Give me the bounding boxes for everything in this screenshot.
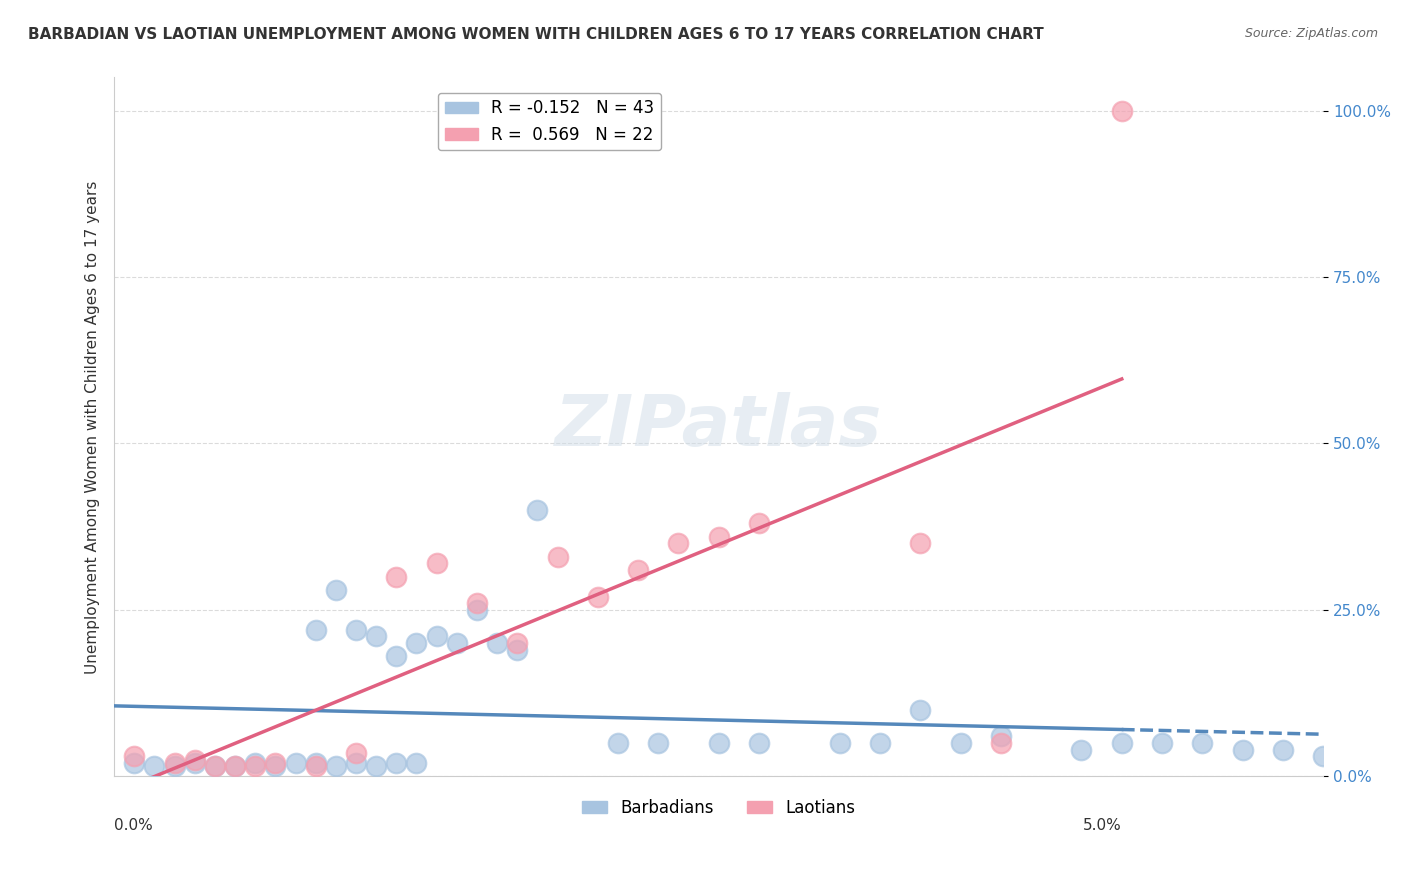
Point [990,729,1012,743]
Point [446,636,468,650]
Point [264,756,287,770]
Point [506,636,529,650]
Point [869,736,891,750]
Point [1232,742,1254,756]
Point [1111,736,1133,750]
Point [405,756,427,770]
Point [1271,742,1294,756]
Point [305,759,328,773]
Point [344,756,367,770]
Point [707,530,730,544]
Point [748,516,770,531]
Point [385,569,408,583]
Point [707,736,730,750]
Point [465,596,488,610]
Point [245,756,267,770]
Point [245,759,267,773]
Point [506,642,529,657]
Text: 5.0%: 5.0% [1083,818,1122,833]
Y-axis label: Unemployment Among Women with Children Ages 6 to 17 years: Unemployment Among Women with Children A… [86,180,100,673]
Point [949,736,972,750]
Point [1070,742,1092,756]
Point [224,759,246,773]
Point [526,503,548,517]
Text: Source: ZipAtlas.com: Source: ZipAtlas.com [1244,27,1378,40]
Point [204,759,226,773]
Point [163,756,186,770]
Point [124,749,146,764]
Point [910,703,932,717]
Point [405,636,427,650]
Point [184,756,207,770]
Point [325,582,347,597]
Point [344,746,367,760]
Point [426,556,449,570]
Text: BARBADIAN VS LAOTIAN UNEMPLOYMENT AMONG WOMEN WITH CHILDREN AGES 6 TO 17 YEARS C: BARBADIAN VS LAOTIAN UNEMPLOYMENT AMONG … [28,27,1043,42]
Point [1191,736,1213,750]
Point [224,759,246,773]
Point [828,736,851,750]
Point [184,753,207,767]
Point [607,736,630,750]
Point [124,756,146,770]
Point [586,590,609,604]
Point [990,736,1012,750]
Point [465,603,488,617]
Point [163,759,186,773]
Point [910,536,932,550]
Point [668,536,690,550]
Point [143,759,166,773]
Point [1152,736,1174,750]
Text: ZIPatlas: ZIPatlas [555,392,883,461]
Point [305,623,328,637]
Point [385,756,408,770]
Point [366,629,388,643]
Point [305,756,328,770]
Point [547,549,569,564]
Text: 0.0%: 0.0% [114,818,153,833]
Point [325,759,347,773]
Point [426,629,449,643]
Point [385,649,408,664]
Point [1111,103,1133,118]
Point [344,623,367,637]
Point [1312,749,1334,764]
Point [627,563,650,577]
Point [204,759,226,773]
Point [748,736,770,750]
Point [647,736,669,750]
Point [486,636,509,650]
Point [264,759,287,773]
Point [284,756,307,770]
Point [366,759,388,773]
Legend: Barbadians, Laotians: Barbadians, Laotians [575,792,862,823]
